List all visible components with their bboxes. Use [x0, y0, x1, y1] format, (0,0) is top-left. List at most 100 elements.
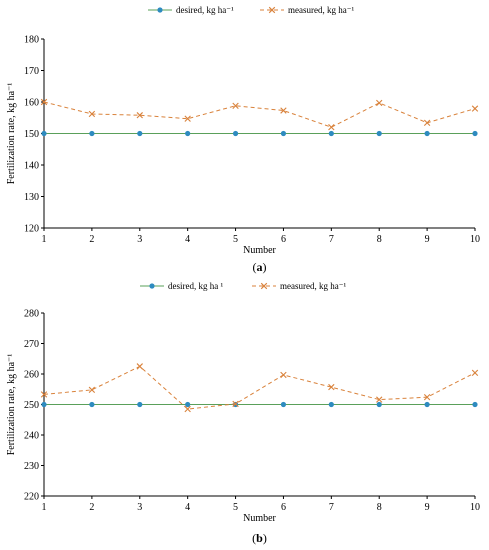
- data-point: [185, 401, 191, 408]
- legend-item-measured: measured, kg ha⁻¹: [252, 281, 346, 291]
- y-tick-label: 260: [24, 370, 39, 381]
- data-point: [376, 99, 383, 107]
- x-tick-label: 8: [377, 502, 382, 513]
- legend: desired, kg ha⁻¹ measured, kg ha⁻¹: [148, 5, 354, 15]
- x-tick-label: 3: [137, 234, 142, 245]
- y-tick-label: 130: [24, 192, 39, 203]
- data-point: [280, 371, 287, 379]
- data-point: [88, 110, 96, 118]
- x-tick-label: 4: [185, 234, 190, 245]
- legend: desired, kg ha ¹ measured, kg ha⁻¹: [140, 281, 346, 291]
- y-tick-label: 150: [24, 129, 39, 140]
- x-tick-label: 7: [329, 502, 334, 513]
- data-point: [89, 130, 95, 137]
- data-point: [40, 391, 48, 398]
- data-point: [280, 130, 287, 137]
- y-tick-label: 140: [24, 161, 39, 172]
- data-point: [40, 98, 48, 106]
- legend-label: measured, kg ha⁻¹: [280, 281, 346, 291]
- data-point: [41, 401, 47, 408]
- series-desired: [41, 130, 478, 137]
- y-tick-label: 180: [24, 35, 39, 46]
- x-tick-label: 8: [377, 234, 382, 245]
- legend-item-desired: desired, kg ha ¹: [140, 281, 223, 291]
- data-point: [423, 119, 431, 126]
- y-axis-title: Fertilization rate, kg ha⁻¹: [6, 354, 17, 456]
- x-tick-label: 1: [42, 234, 47, 245]
- data-point: [232, 400, 239, 408]
- y-tick-label: 170: [24, 66, 39, 77]
- data-point: [423, 393, 431, 401]
- y-tick-label: 230: [24, 461, 39, 472]
- data-point: [88, 386, 96, 394]
- legend-swatch-marker: [157, 7, 163, 13]
- data-point: [471, 105, 479, 112]
- data-point: [136, 112, 143, 119]
- data-point: [89, 401, 95, 408]
- x-tick-label: 10: [470, 502, 480, 513]
- data-point: [232, 130, 239, 137]
- data-point: [328, 130, 334, 137]
- data-point: [376, 396, 383, 403]
- y-tick-label: 120: [24, 224, 39, 235]
- legend-item-desired: desired, kg ha⁻¹: [148, 5, 234, 15]
- data-point: [471, 369, 479, 376]
- y-tick-label: 250: [24, 400, 39, 411]
- x-tick-label: 1: [42, 502, 47, 513]
- y-tick-label: 270: [24, 339, 39, 350]
- y-tick-label: 280: [24, 309, 39, 320]
- x-tick-label: 2: [89, 502, 94, 513]
- data-point: [137, 401, 143, 408]
- x-tick-label: 5: [233, 502, 238, 513]
- data-point: [424, 130, 430, 137]
- x-tick-label: 2: [89, 234, 94, 245]
- series-measured: [40, 363, 479, 413]
- legend-label: desired, kg ha⁻¹: [176, 5, 234, 15]
- series-desired: [41, 401, 478, 408]
- x-axis-title: Number: [243, 513, 276, 524]
- y-tick-label: 160: [24, 98, 39, 109]
- legend-item-measured: measured, kg ha⁻¹: [260, 5, 354, 15]
- data-point: [376, 401, 382, 408]
- x-tick-label: 3: [137, 502, 142, 513]
- y-tick-label: 220: [24, 492, 39, 503]
- series-measured: [40, 98, 479, 131]
- x-tick-label: 5: [233, 234, 238, 245]
- data-point: [424, 401, 430, 408]
- series-line: [43, 101, 476, 128]
- data-point: [280, 107, 287, 114]
- chart-panel-b: 220 230 240 250 260 270 280 1 2 3 4 5 6 7 8 9 10 Number Fe…: [6, 281, 480, 545]
- series-line: [43, 365, 476, 410]
- x-tick-label: 4: [185, 502, 190, 513]
- x-tick-label: 6: [281, 502, 286, 513]
- panel-label: (b): [252, 531, 267, 545]
- x-tick-label: 10: [470, 234, 480, 245]
- legend-swatch-marker: [149, 283, 155, 289]
- data-point: [328, 401, 334, 408]
- data-point: [472, 401, 478, 408]
- data-point: [376, 130, 382, 137]
- panel-label: (a): [253, 260, 267, 274]
- data-point: [184, 405, 191, 413]
- data-point: [184, 115, 191, 122]
- legend-swatch-marker: [268, 6, 276, 14]
- data-point: [185, 130, 191, 137]
- legend-swatch-marker: [260, 282, 268, 290]
- x-tick-label: 6: [281, 234, 286, 245]
- legend-label: measured, kg ha⁻¹: [288, 5, 354, 15]
- y-axis-title: Fertilization rate, kg ha⁻¹: [6, 83, 17, 185]
- x-axis-title: Number: [243, 245, 276, 256]
- x-tick-label: 7: [329, 234, 334, 245]
- data-point: [280, 401, 287, 408]
- data-point: [472, 130, 478, 137]
- data-point: [328, 383, 335, 391]
- data-point: [328, 124, 335, 131]
- data-point: [137, 130, 143, 137]
- x-tick-label: 9: [425, 502, 430, 513]
- chart-panel-a: 120 130 140 150 160 170 180 1 2 3 4 5 6 7 8 9 10 Number Fe…: [6, 5, 480, 274]
- x-tick-label: 9: [425, 234, 430, 245]
- data-point: [136, 363, 143, 370]
- data-point: [232, 102, 239, 109]
- data-point: [41, 130, 47, 137]
